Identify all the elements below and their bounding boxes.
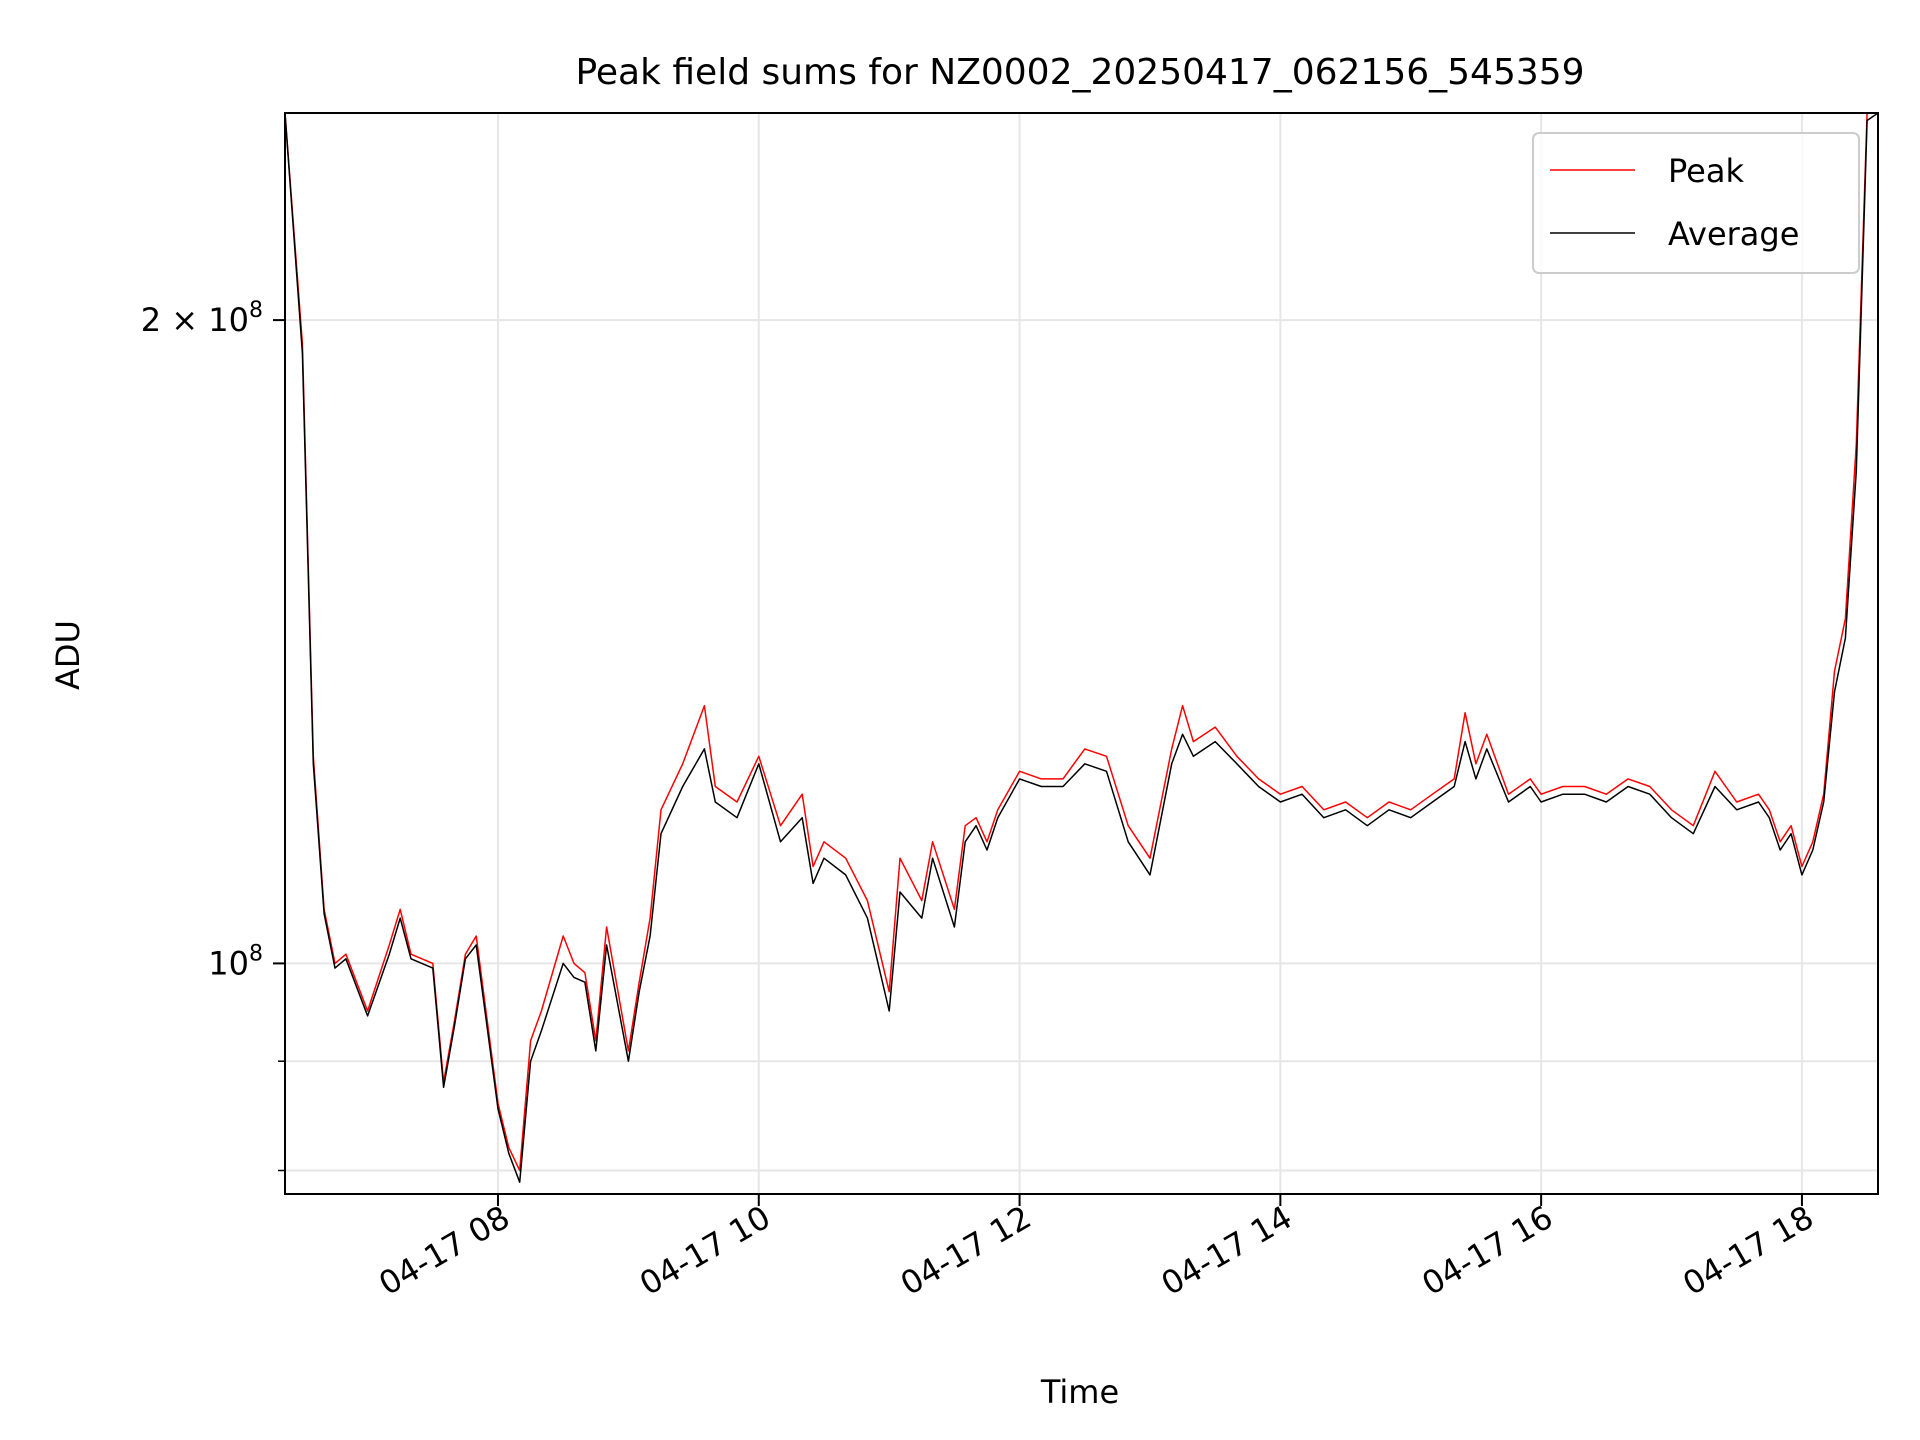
- legend-label-peak: Peak: [1668, 152, 1744, 190]
- y-tick-label: 108: [208, 941, 263, 982]
- y-axis-label: ADU: [49, 620, 87, 690]
- y-axis: 108 2 × 108: [141, 298, 285, 1172]
- chart-title: Peak field sums for NZ0002_20250417_0621…: [575, 52, 1584, 93]
- plot-frame: [284, 112, 1879, 1195]
- x-axis-label: Time: [1040, 1373, 1119, 1411]
- legend: Peak Average: [1532, 132, 1860, 274]
- legend-box: [1532, 132, 1860, 274]
- y-tick-label: 2 × 108: [141, 298, 263, 339]
- series-line-peak: [284, 112, 1878, 1172]
- plot-area: [284, 112, 1879, 1195]
- legend-label-average: Average: [1668, 215, 1799, 253]
- series-layer: [284, 112, 1879, 1183]
- series-line-average: [284, 112, 1879, 1183]
- grid-lines: [285, 113, 1878, 1194]
